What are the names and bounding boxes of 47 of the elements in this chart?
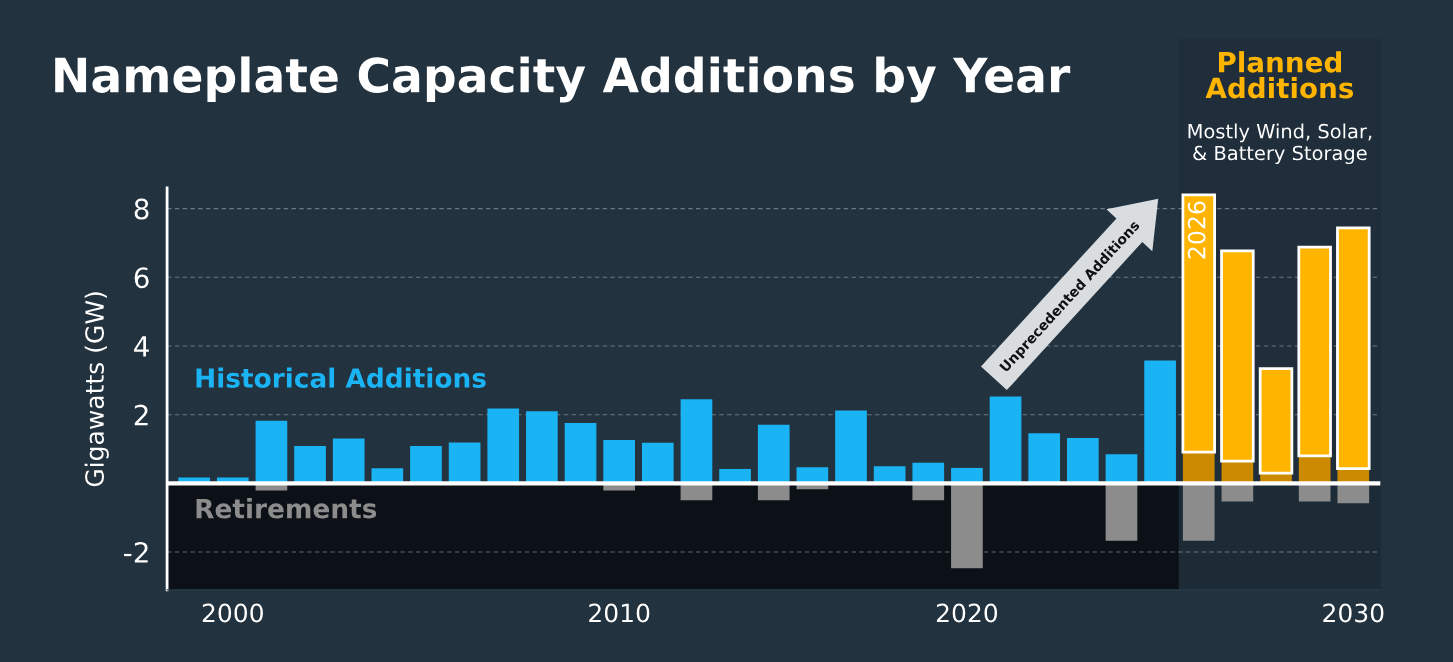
bar — [1298, 483, 1331, 502]
bar — [680, 399, 713, 484]
text: Mostly Wind, Solar, & Battery Storage — [1188, 123, 1372, 165]
x-tick-label: 2030 — [1323, 603, 1384, 623]
bar — [1337, 483, 1370, 504]
y-tick-label: -2 — [124, 542, 148, 563]
series-label: Historical Additions — [196, 367, 486, 388]
bar — [448, 442, 481, 484]
x-tick-label: 2000 — [202, 603, 263, 623]
bar — [1336, 226, 1371, 470]
bar — [1297, 245, 1332, 458]
bar — [255, 420, 288, 484]
annotation: 2026 — [1187, 201, 1206, 259]
y-tick-label: 4 — [134, 336, 149, 357]
text: Planned Additions — [1205, 51, 1354, 99]
y-tick-label: 6 — [134, 267, 149, 289]
bar — [603, 440, 636, 484]
bar — [912, 483, 945, 501]
bar — [757, 424, 790, 484]
bar — [1028, 433, 1061, 484]
x-tick-label: 2010 — [589, 603, 650, 623]
chart-title: Nameplate Capacity Additions by Year — [55, 56, 1071, 103]
bar — [835, 410, 867, 484]
bar — [641, 442, 674, 484]
y-axis-title: Gigawatts (GW) — [84, 292, 109, 487]
bar — [1182, 483, 1215, 541]
bar — [1144, 360, 1176, 484]
bar — [951, 483, 983, 569]
series-label: Retirements — [196, 498, 377, 519]
y-tick-label: 2 — [134, 404, 148, 426]
bar — [1105, 483, 1138, 541]
bar — [332, 438, 365, 484]
bar — [1221, 483, 1254, 502]
y-tick-label: 8 — [134, 198, 149, 220]
bar — [410, 445, 442, 484]
bar — [526, 411, 558, 484]
bar — [487, 408, 520, 484]
bar — [294, 445, 326, 484]
bar — [757, 483, 790, 501]
bar — [1258, 367, 1294, 475]
bar — [1105, 454, 1138, 484]
bar — [564, 422, 597, 484]
bar — [1220, 249, 1255, 463]
bar — [989, 396, 1022, 484]
bar — [1181, 193, 1216, 454]
bar — [1066, 438, 1099, 484]
x-tick-label: 2020 — [936, 603, 998, 623]
